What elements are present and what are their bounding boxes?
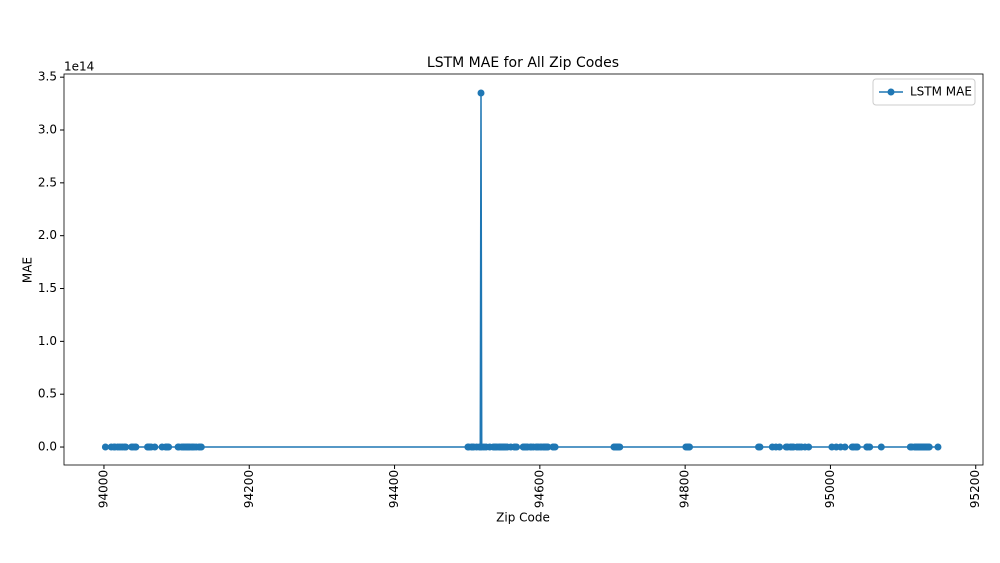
legend-marker [887, 88, 895, 96]
data-point [853, 443, 861, 451]
data-point [477, 89, 485, 97]
data-point [132, 443, 140, 451]
legend-label: LSTM MAE [910, 85, 972, 99]
data-point [866, 443, 874, 451]
y-tick-label: 2.0 [38, 228, 57, 242]
data-line [105, 93, 938, 448]
data-point [841, 443, 849, 451]
data-point [551, 443, 559, 451]
data-point [513, 443, 521, 451]
x-tick-label: 94000 [96, 470, 110, 508]
data-point [165, 443, 173, 451]
x-tick-label: 94200 [242, 470, 256, 508]
x-axis-label: Zip Code [496, 511, 550, 525]
x-tick-label: 95000 [823, 470, 837, 508]
data-point [805, 443, 813, 451]
data-point [877, 443, 885, 451]
y-tick-label: 1.0 [38, 334, 57, 348]
y-tick-label: 1.5 [38, 281, 57, 295]
x-tick-label: 94400 [387, 470, 401, 508]
data-point [197, 443, 205, 451]
data-point [686, 443, 694, 451]
data-point [122, 443, 130, 451]
y-tick-label: 2.5 [38, 175, 57, 189]
x-tick-label: 94600 [532, 470, 546, 508]
x-tick-label: 94800 [678, 470, 692, 508]
legend-box [872, 78, 976, 106]
data-point [151, 443, 159, 451]
y-tick-label: 3.0 [38, 123, 57, 137]
x-tick-label: 95200 [968, 470, 982, 508]
data-point [776, 443, 784, 451]
data-point [616, 443, 624, 451]
chart-title: LSTM MAE for All Zip Codes [427, 55, 619, 71]
y-tick-label: 3.5 [38, 70, 57, 84]
data-point [544, 443, 552, 451]
data-point [756, 443, 764, 451]
y-axis-label: MAE [21, 257, 35, 283]
data-point [101, 443, 109, 451]
data-point [934, 443, 942, 451]
y-tick-label: 0.0 [38, 440, 57, 454]
plot-frame [63, 73, 984, 466]
y-tick-label: 0.5 [38, 387, 57, 401]
data-point [925, 443, 933, 451]
y-offset-label: 1e14 [64, 60, 94, 74]
